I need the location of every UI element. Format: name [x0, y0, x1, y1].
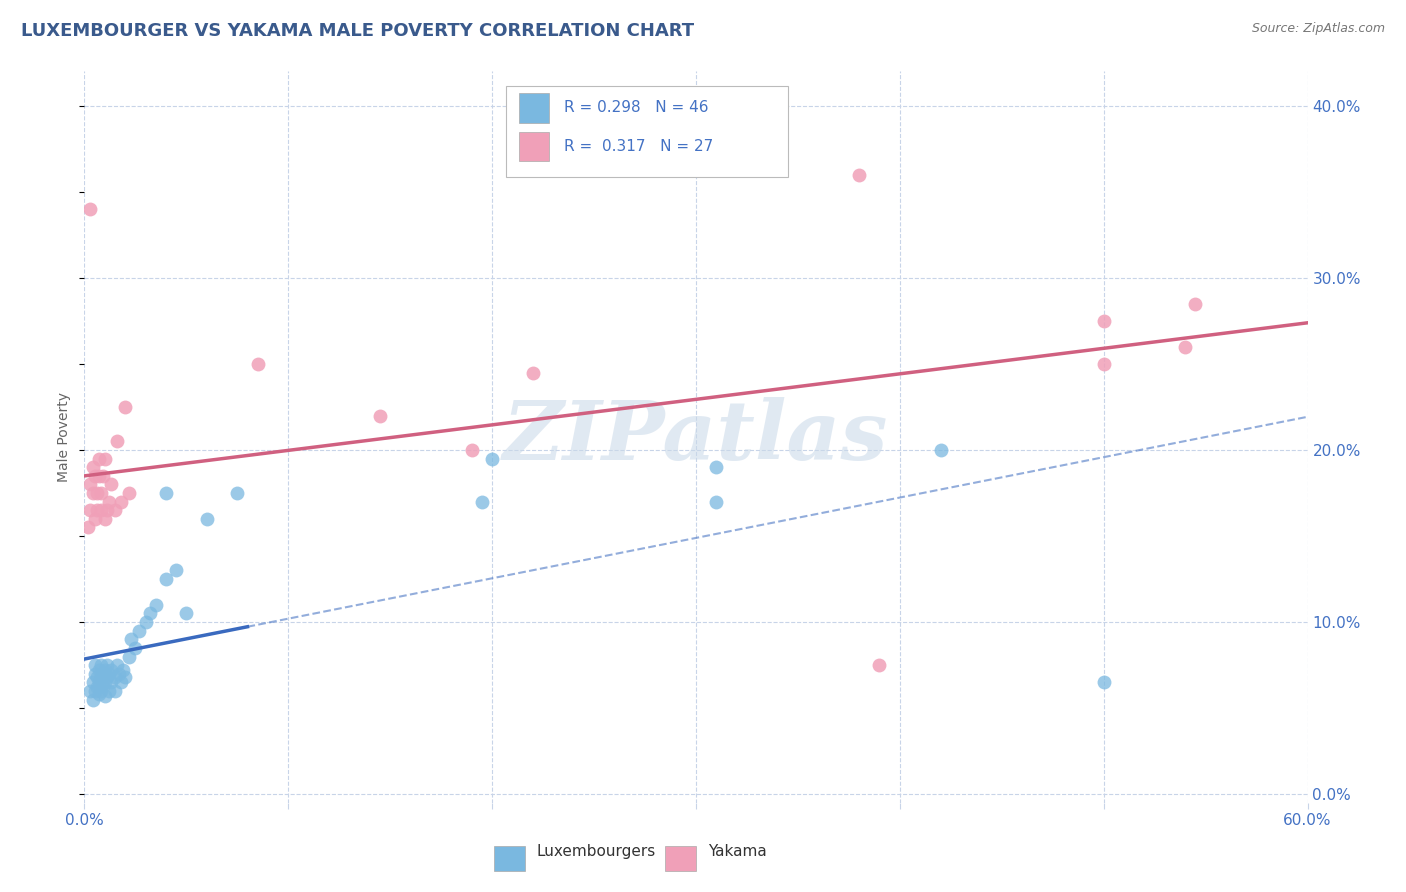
Point	[118, 486, 141, 500]
Point	[93, 451, 115, 466]
Point	[155, 486, 177, 500]
Point	[87, 451, 110, 466]
Point	[368, 409, 391, 423]
Point	[93, 512, 115, 526]
Point	[114, 400, 136, 414]
Point	[96, 503, 118, 517]
Point	[929, 442, 952, 457]
Point	[90, 503, 112, 517]
Point	[128, 624, 150, 638]
Point	[124, 640, 146, 655]
Point	[87, 675, 110, 690]
Point	[1092, 314, 1115, 328]
FancyBboxPatch shape	[519, 132, 550, 161]
Point	[82, 460, 104, 475]
Point	[120, 632, 142, 647]
Point	[79, 684, 101, 698]
Point	[100, 675, 122, 690]
Y-axis label: Male Poverty: Male Poverty	[58, 392, 72, 482]
Point	[87, 468, 110, 483]
Point	[1092, 357, 1115, 371]
Point	[79, 202, 101, 216]
Point	[706, 494, 728, 508]
Point	[104, 670, 127, 684]
Point	[91, 666, 114, 681]
FancyBboxPatch shape	[519, 94, 550, 122]
Point	[82, 486, 104, 500]
Point	[195, 512, 218, 526]
Point	[869, 658, 891, 673]
Point	[82, 692, 104, 706]
Point	[174, 607, 197, 621]
Text: R = 0.298   N = 46: R = 0.298 N = 46	[564, 101, 709, 115]
Point	[91, 679, 114, 693]
FancyBboxPatch shape	[665, 846, 696, 871]
Point	[1174, 340, 1197, 354]
Text: R =  0.317   N = 27: R = 0.317 N = 27	[564, 139, 713, 154]
Point	[83, 512, 105, 526]
Point	[87, 687, 110, 701]
Point	[79, 477, 101, 491]
Point	[90, 658, 112, 673]
Point	[90, 684, 112, 698]
Point	[108, 666, 131, 681]
Point	[83, 468, 105, 483]
Point	[706, 460, 728, 475]
Point	[118, 649, 141, 664]
Point	[1184, 296, 1206, 310]
Point	[110, 675, 132, 690]
Point	[97, 666, 120, 681]
FancyBboxPatch shape	[494, 846, 524, 871]
Point	[471, 494, 494, 508]
Point	[138, 607, 160, 621]
Point	[87, 663, 110, 677]
Text: Yakama: Yakama	[709, 845, 766, 859]
Point	[91, 468, 114, 483]
Point	[77, 520, 100, 534]
Point	[165, 564, 187, 578]
Point	[104, 503, 127, 517]
Point	[90, 670, 112, 684]
Point	[1092, 675, 1115, 690]
Point	[246, 357, 269, 371]
Point	[83, 684, 105, 698]
Point	[97, 684, 120, 698]
Point	[104, 684, 127, 698]
Point	[82, 675, 104, 690]
Point	[90, 486, 112, 500]
Point	[100, 663, 122, 677]
Point	[100, 477, 122, 491]
Point	[105, 434, 128, 449]
Point	[112, 663, 135, 677]
Point	[848, 168, 870, 182]
Text: LUXEMBOURGER VS YAKAMA MALE POVERTY CORRELATION CHART: LUXEMBOURGER VS YAKAMA MALE POVERTY CORR…	[21, 22, 695, 40]
Point	[93, 675, 115, 690]
Point	[93, 689, 115, 703]
Point	[155, 572, 177, 586]
Point	[226, 486, 249, 500]
Point	[97, 494, 120, 508]
Point	[114, 670, 136, 684]
Point	[105, 658, 128, 673]
Text: Luxembourgers: Luxembourgers	[537, 845, 657, 859]
Text: ZIPatlas: ZIPatlas	[503, 397, 889, 477]
Point	[481, 451, 503, 466]
Text: Source: ZipAtlas.com: Source: ZipAtlas.com	[1251, 22, 1385, 36]
Point	[135, 615, 157, 629]
Point	[86, 486, 108, 500]
Point	[96, 670, 118, 684]
Point	[86, 503, 108, 517]
Point	[110, 494, 132, 508]
Point	[79, 503, 101, 517]
Point	[83, 666, 105, 681]
Point	[145, 598, 167, 612]
Point	[93, 663, 115, 677]
FancyBboxPatch shape	[506, 86, 787, 178]
Point	[96, 658, 118, 673]
Point	[86, 670, 108, 684]
Point	[461, 442, 484, 457]
Point	[522, 366, 544, 380]
Point	[83, 658, 105, 673]
Point	[86, 681, 108, 695]
